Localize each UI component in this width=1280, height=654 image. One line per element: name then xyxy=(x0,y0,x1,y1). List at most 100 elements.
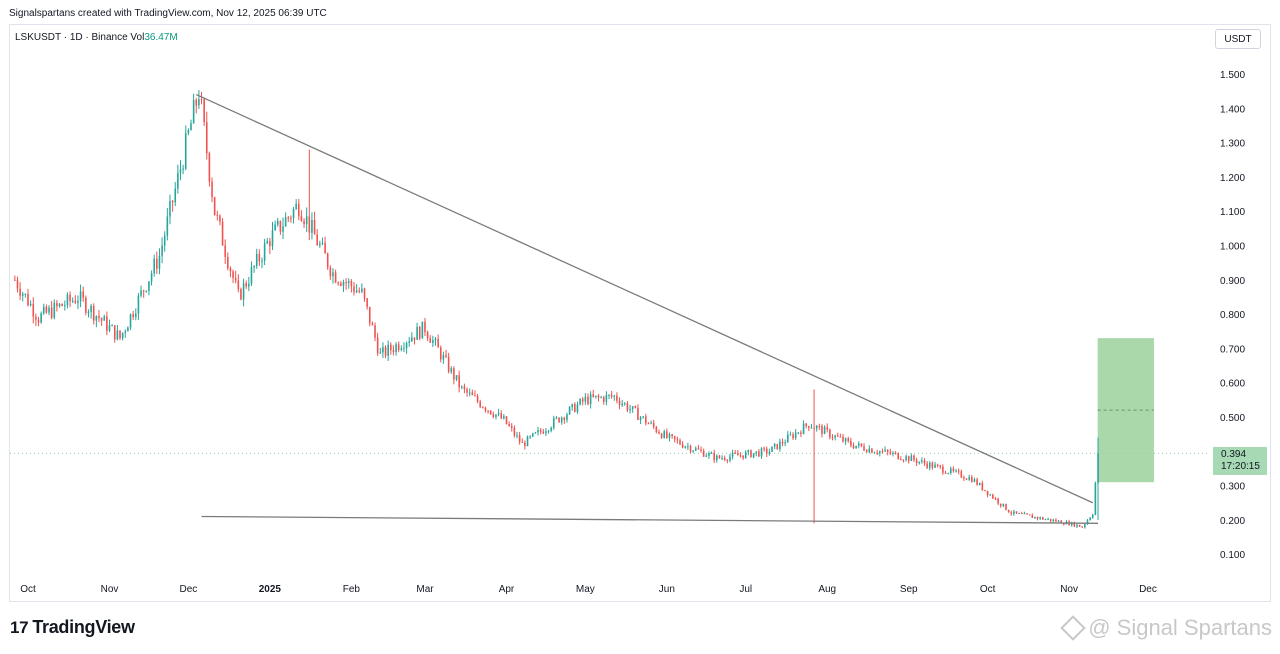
candle-body xyxy=(284,217,287,227)
candle-body xyxy=(253,266,255,268)
candle-body xyxy=(177,172,179,189)
candle-body xyxy=(353,286,355,293)
candle-body xyxy=(1070,522,1073,526)
candle-body xyxy=(863,446,865,451)
candle-body xyxy=(658,431,660,434)
candle-body xyxy=(642,416,644,418)
candle-body xyxy=(542,431,545,434)
candle-body xyxy=(750,450,752,458)
candle-body xyxy=(808,426,810,428)
candle-body xyxy=(221,221,224,246)
candle-body xyxy=(337,282,340,284)
candle-body xyxy=(395,344,397,352)
candle-body xyxy=(50,307,53,318)
candle-body xyxy=(986,490,989,496)
candle-body xyxy=(14,279,16,281)
candle-body xyxy=(468,392,471,394)
candle-body xyxy=(1028,514,1031,516)
candle-body xyxy=(765,448,768,454)
candle-body xyxy=(319,243,321,246)
candle-body xyxy=(1076,524,1078,527)
candle-body xyxy=(965,478,968,480)
candle-body xyxy=(836,435,839,437)
candle-body xyxy=(476,395,479,402)
candle-body xyxy=(208,153,211,182)
currency-button[interactable]: USDT xyxy=(1215,29,1261,49)
candle-body xyxy=(718,455,721,459)
candle-body xyxy=(581,398,584,402)
candle-body xyxy=(537,430,539,433)
y-tick-label: 0.900 xyxy=(1220,276,1245,287)
tradingview-logo[interactable]: 17 TradingView xyxy=(10,617,135,638)
candle-body xyxy=(555,417,558,419)
candle-body xyxy=(524,442,526,447)
candle-body xyxy=(35,316,37,320)
y-tick-label: 0.700 xyxy=(1220,344,1245,355)
candle-body xyxy=(529,436,531,438)
candle-body xyxy=(90,305,92,313)
candle-body xyxy=(53,302,56,318)
candle-body xyxy=(1005,503,1007,510)
candle-body xyxy=(416,327,418,340)
candle-body xyxy=(802,423,805,435)
volume-value: 36.47M xyxy=(144,32,178,43)
candle-body xyxy=(1073,522,1076,527)
x-tick-label: Oct xyxy=(20,584,36,595)
candle-body xyxy=(1089,517,1091,521)
candle-body xyxy=(623,403,626,405)
candle-body xyxy=(1026,513,1028,515)
candle-body xyxy=(19,288,21,296)
candle-body xyxy=(729,456,731,461)
candle-body xyxy=(547,430,550,432)
candle-body xyxy=(857,443,860,446)
candle-body xyxy=(213,197,216,216)
candle-body xyxy=(16,279,19,289)
candle-body xyxy=(689,446,692,452)
candle-body xyxy=(823,427,826,435)
candle-body xyxy=(211,181,213,198)
candle-body xyxy=(652,422,655,427)
candle-body xyxy=(587,396,589,405)
candle-body xyxy=(74,300,77,303)
candle-body xyxy=(418,327,421,339)
candle-body xyxy=(1086,520,1089,525)
candle-body xyxy=(66,294,69,306)
candle-body xyxy=(242,283,245,300)
candle-body xyxy=(999,503,1002,507)
x-tick-label: Mar xyxy=(416,584,434,595)
candle-body xyxy=(818,425,821,427)
candle-body xyxy=(1015,511,1018,514)
candle-body xyxy=(618,400,621,406)
candle-body xyxy=(776,443,779,450)
y-tick-label: 0.600 xyxy=(1220,379,1245,390)
candle-body xyxy=(137,295,140,314)
candle-body xyxy=(92,305,95,321)
candle-body xyxy=(384,347,387,356)
candle-body xyxy=(429,338,432,343)
candle-body xyxy=(1081,526,1084,528)
candle-body xyxy=(116,330,119,340)
candle-body xyxy=(758,451,760,457)
candle-body xyxy=(731,452,734,457)
candle-body xyxy=(447,356,450,372)
candle-body xyxy=(411,337,413,342)
candle-body xyxy=(744,452,747,459)
candle-body xyxy=(255,253,258,267)
candle-body xyxy=(876,452,878,454)
candle-body xyxy=(639,417,642,420)
candle-body xyxy=(56,302,58,307)
candle-body xyxy=(192,99,195,124)
candle-body xyxy=(631,406,634,410)
candle-body xyxy=(237,280,240,290)
candle-body xyxy=(119,330,121,339)
candle-body xyxy=(1044,519,1047,521)
candle-body xyxy=(497,413,500,415)
candle-body xyxy=(95,315,98,321)
candle-body xyxy=(358,290,361,292)
candle-body xyxy=(142,290,145,292)
trendline-upper xyxy=(195,93,1094,504)
candle-body xyxy=(163,235,166,246)
candle-body xyxy=(287,217,290,219)
candle-body xyxy=(460,386,463,388)
